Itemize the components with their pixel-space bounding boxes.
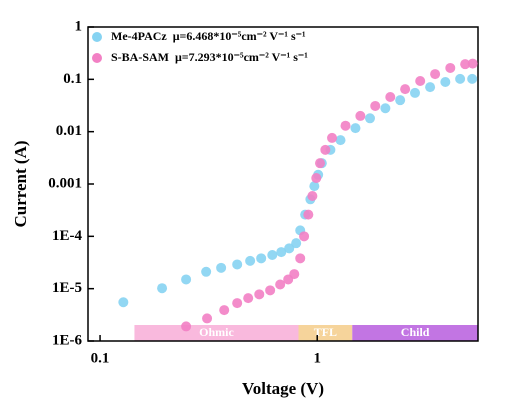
data-point — [289, 269, 300, 280]
data-point — [385, 91, 396, 102]
data-point — [284, 243, 295, 254]
y-tick-label: 1E-4 — [52, 228, 83, 244]
data-point — [455, 73, 466, 84]
data-point — [395, 95, 406, 106]
plot-frame — [87, 26, 479, 342]
data-point — [350, 123, 361, 134]
data-point — [232, 298, 243, 309]
y-tick-label: 1 — [75, 18, 83, 34]
data-point — [327, 132, 338, 143]
data-point — [243, 293, 254, 304]
y-tick-label: 0.001 — [48, 175, 82, 191]
legend-marker — [92, 32, 102, 42]
data-point — [245, 255, 256, 266]
data-point — [232, 259, 243, 270]
x-tick-label: 0.1 — [91, 350, 110, 366]
data-point — [467, 58, 478, 69]
data-point — [254, 289, 265, 300]
data-point — [311, 173, 322, 184]
data-point — [276, 247, 287, 258]
data-point — [202, 313, 213, 324]
legend-label: S-BA-SAM μ=7.293*10⁻⁵cm⁻² V⁻¹ s⁻¹ — [111, 50, 308, 64]
data-point — [295, 253, 306, 264]
region-label: Child — [401, 325, 430, 339]
data-point — [216, 262, 227, 273]
data-point — [370, 100, 381, 111]
data-point — [265, 285, 276, 296]
region-band — [352, 325, 478, 341]
data-point — [267, 249, 278, 260]
data-point — [157, 283, 168, 294]
y-tick-label: 1E-5 — [52, 280, 82, 296]
y-axis-title: Current (A) — [11, 140, 30, 227]
y-tick-label: 0.01 — [56, 123, 82, 139]
data-point — [181, 274, 192, 285]
data-point — [201, 266, 212, 277]
data-point — [320, 144, 331, 155]
data-point — [219, 305, 230, 316]
data-point — [309, 181, 320, 192]
data-point — [430, 69, 441, 80]
region-band — [134, 325, 299, 341]
data-point — [340, 120, 351, 131]
data-point — [315, 158, 326, 169]
region-label: TFL — [314, 325, 337, 339]
data-point — [256, 253, 267, 264]
data-point — [445, 62, 456, 73]
data-point — [415, 75, 426, 86]
data-point — [409, 87, 420, 98]
data-point — [460, 59, 471, 70]
data-point — [380, 103, 391, 114]
region-band — [298, 325, 353, 341]
data-point — [335, 135, 346, 146]
data-point — [355, 110, 366, 121]
data-point — [425, 82, 436, 93]
data-point — [400, 84, 411, 95]
data-point — [307, 190, 318, 201]
data-point — [291, 238, 302, 249]
x-axis-title: Voltage (V) — [242, 379, 324, 398]
legend-label: Me-4PACz μ=6.468*10⁻⁵cm⁻² V⁻¹ s⁻¹ — [111, 29, 306, 43]
data-point — [303, 209, 314, 220]
y-tick-label: 1E-6 — [52, 332, 83, 348]
data-point — [467, 73, 478, 84]
data-point — [181, 321, 192, 332]
data-point — [440, 76, 451, 87]
x-tick-label: 1 — [313, 350, 321, 366]
region-label: Ohmic — [199, 325, 234, 339]
data-point — [118, 297, 129, 308]
data-point — [364, 113, 375, 124]
data-point — [299, 231, 310, 242]
legend-marker — [92, 53, 102, 63]
y-tick-label: 0.1 — [63, 71, 82, 87]
data-point — [275, 279, 286, 290]
